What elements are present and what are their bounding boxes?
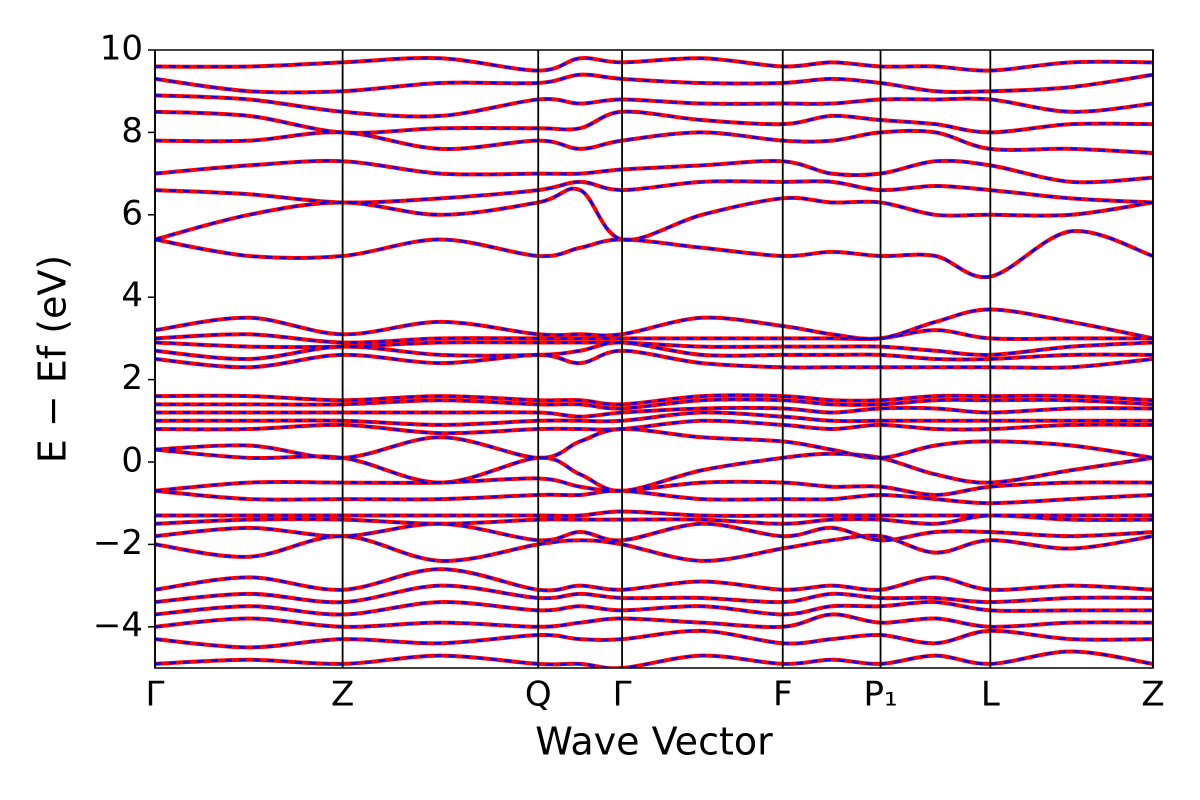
band bbox=[155, 55, 1153, 73]
band bbox=[155, 229, 1153, 279]
band bbox=[155, 72, 1153, 95]
band bbox=[155, 600, 1153, 616]
band bbox=[155, 328, 1153, 344]
band bbox=[155, 398, 1153, 410]
band bbox=[155, 509, 1153, 518]
band bbox=[155, 159, 1153, 184]
y-tick-label: 6 bbox=[121, 193, 143, 233]
band bbox=[155, 73, 1153, 94]
band bbox=[155, 427, 1153, 460]
band bbox=[155, 477, 1153, 497]
band bbox=[155, 567, 1153, 592]
x-axis-label: Wave Vector bbox=[535, 720, 773, 764]
x-tick-label: Q bbox=[525, 675, 552, 715]
x-tick-label: P₁ bbox=[863, 675, 897, 715]
band bbox=[155, 341, 1153, 361]
band bbox=[155, 307, 1153, 341]
x-tick-label: Z bbox=[331, 675, 354, 715]
y-tick-label: 4 bbox=[121, 276, 143, 316]
band bbox=[155, 419, 1153, 435]
band bbox=[155, 349, 1153, 370]
band bbox=[155, 584, 1153, 604]
band bbox=[155, 179, 1153, 205]
band bbox=[155, 534, 1153, 563]
y-tick-label: 2 bbox=[121, 358, 143, 398]
band bbox=[155, 328, 1153, 345]
band bbox=[155, 613, 1153, 629]
band bbox=[155, 229, 1153, 280]
band bbox=[155, 427, 1153, 460]
band bbox=[155, 489, 1153, 505]
band bbox=[155, 628, 1153, 650]
y-tick-label: 0 bbox=[121, 441, 143, 481]
x-tick-label: L bbox=[981, 675, 1000, 715]
y-tick-label: −2 bbox=[93, 523, 143, 563]
band bbox=[155, 650, 1153, 668]
band bbox=[155, 406, 1153, 418]
band bbox=[155, 649, 1153, 668]
plot-area bbox=[155, 55, 1153, 668]
band bbox=[155, 394, 1153, 406]
x-tick-label: Γ bbox=[613, 675, 632, 715]
band bbox=[155, 612, 1153, 630]
x-tick-label: Γ bbox=[146, 675, 165, 715]
y-tick-label: −4 bbox=[93, 605, 143, 645]
band bbox=[155, 533, 1153, 563]
band bbox=[155, 629, 1153, 649]
band bbox=[155, 510, 1153, 518]
band bbox=[155, 110, 1153, 135]
band bbox=[155, 488, 1153, 506]
y-axis-label: E − Ef (eV) bbox=[31, 255, 75, 464]
band bbox=[155, 308, 1153, 341]
band bbox=[155, 411, 1153, 427]
y-tick-label: 10 bbox=[100, 29, 143, 69]
band bbox=[155, 93, 1153, 119]
band bbox=[155, 600, 1153, 617]
y-tick-label: 8 bbox=[121, 111, 143, 151]
band bbox=[155, 340, 1153, 357]
x-tick-label: F bbox=[773, 675, 793, 715]
band bbox=[155, 522, 1153, 542]
band bbox=[155, 158, 1153, 185]
x-tick-label: Z bbox=[1141, 675, 1164, 715]
band bbox=[155, 448, 1153, 493]
